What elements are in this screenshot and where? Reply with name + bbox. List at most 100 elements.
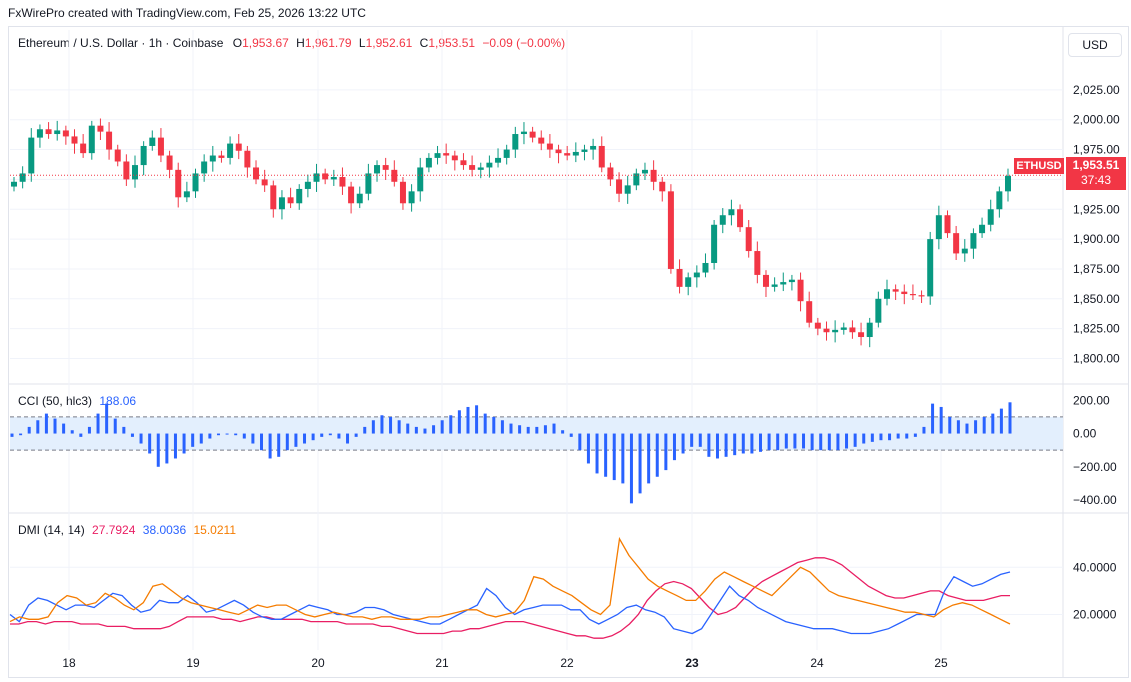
- candle-body: [909, 294, 916, 296]
- candle-body: [339, 177, 346, 187]
- candle-body: [512, 134, 519, 150]
- cci-tick-label: 0.00: [1073, 427, 1097, 441]
- candle-body: [598, 145, 605, 168]
- candle-body: [711, 224, 718, 263]
- cci-bar: [397, 420, 401, 434]
- candle-body: [788, 279, 795, 283]
- candle-body: [166, 155, 173, 170]
- candle-body: [944, 215, 951, 234]
- dmi-label[interactable]: DMI (14, 14): [18, 523, 85, 537]
- candle-body: [399, 181, 406, 204]
- candle-body: [797, 279, 804, 302]
- cci-bar: [320, 433, 324, 437]
- cci-bar: [130, 433, 134, 437]
- cci-bar: [767, 433, 771, 451]
- candle-body: [840, 327, 847, 330]
- cci-bar: [268, 433, 272, 459]
- candle-body: [71, 136, 78, 144]
- candle-body: [183, 191, 190, 198]
- chart-frame: [8, 26, 1129, 678]
- time-tick-label: 21: [435, 656, 449, 670]
- candle-body: [80, 143, 87, 154]
- candle-body: [54, 130, 61, 135]
- cci-bar: [827, 433, 831, 451]
- attribution-text: FxWirePro created with TradingView.com, …: [8, 6, 366, 20]
- cci-bar: [389, 416, 393, 434]
- candle-body: [676, 268, 683, 287]
- cci-bar: [707, 433, 711, 457]
- cci-bar: [27, 426, 31, 434]
- candle-body: [365, 173, 372, 194]
- cci-bar: [595, 433, 599, 474]
- cci-bar: [638, 433, 642, 494]
- cci-bar: [10, 433, 14, 437]
- cci-bar: [457, 410, 461, 434]
- candle-body: [520, 131, 527, 135]
- cci-label[interactable]: CCI (50, hlc3): [18, 394, 93, 408]
- candle-body: [883, 289, 890, 299]
- cci-bar: [380, 415, 384, 434]
- close-value: 1,953.51: [428, 36, 476, 50]
- candle-body: [149, 137, 156, 146]
- cci-bar: [698, 433, 702, 447]
- candle-body: [348, 186, 355, 204]
- candle-body: [927, 239, 934, 297]
- cci-bar: [354, 433, 358, 437]
- time-tick-label: 18: [62, 656, 76, 670]
- cci-value: 188.06: [99, 394, 137, 408]
- cci-bar: [122, 426, 126, 434]
- price-tick-label: 1,975.00: [1073, 143, 1120, 157]
- candle-body: [97, 125, 104, 132]
- cci-bar: [182, 433, 186, 454]
- cci-bar: [922, 426, 926, 434]
- candle-body: [244, 150, 251, 168]
- cci-bar: [991, 413, 995, 434]
- candle-body: [469, 165, 476, 170]
- cci-legend: CCI (50, hlc3) 188.06: [18, 394, 136, 408]
- adx-value: 15.0211: [193, 523, 237, 537]
- dmi-tick-label: 20.0000: [1073, 608, 1117, 622]
- close-label: C: [419, 36, 429, 50]
- candle-body: [771, 284, 778, 287]
- cci-bar: [19, 433, 23, 436]
- candle-body: [330, 177, 337, 180]
- candle-body: [745, 227, 752, 252]
- cci-bar: [440, 420, 444, 434]
- candle-body: [650, 169, 657, 182]
- candle-body: [28, 137, 35, 174]
- cci-bar: [802, 433, 806, 449]
- candle-body: [728, 209, 735, 216]
- cci-bar: [363, 426, 367, 434]
- high-label: H: [296, 36, 305, 50]
- cci-bar: [294, 433, 298, 447]
- candle-body: [19, 173, 26, 182]
- currency-button[interactable]: USD: [1068, 33, 1122, 57]
- candle-body: [201, 161, 208, 174]
- countdown-value: 37:43: [1080, 173, 1112, 187]
- cci-bar: [604, 433, 608, 477]
- cci-bar: [982, 416, 986, 434]
- candle-body: [996, 191, 1003, 210]
- cci-bar: [44, 413, 48, 434]
- open-value: 1,953.67: [242, 36, 289, 50]
- candle-body: [408, 191, 415, 204]
- cci-bar: [105, 403, 109, 434]
- cci-bar: [741, 433, 745, 454]
- candle-body: [659, 181, 666, 192]
- cci-bar: [492, 416, 496, 434]
- candle-body: [356, 193, 363, 204]
- candle-body: [823, 328, 830, 333]
- cci-bar: [225, 433, 229, 435]
- cci-bar: [337, 433, 341, 439]
- cci-bar: [36, 420, 40, 434]
- cci-bar: [793, 433, 797, 449]
- price-legend: Ethereum / U.S. Dollar · 1h · Coinbase O…: [18, 36, 565, 50]
- candle-body: [979, 224, 986, 234]
- candle-body: [235, 143, 242, 151]
- candle-body: [858, 332, 865, 338]
- cci-bar: [561, 430, 565, 434]
- cci-bar: [518, 425, 522, 434]
- cci-tick-label: −200.00: [1073, 460, 1117, 474]
- candle-body: [218, 155, 225, 158]
